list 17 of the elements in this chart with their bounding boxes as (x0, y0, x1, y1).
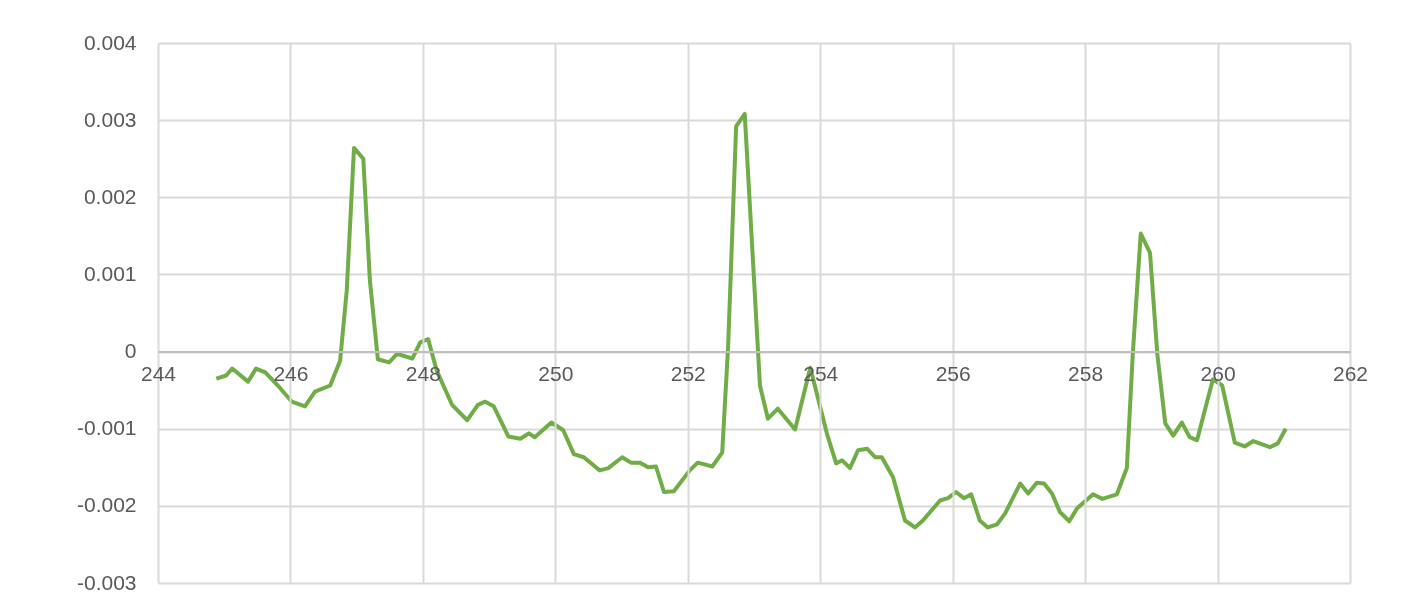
y-tick-label: -0.002 (76, 493, 137, 517)
x-tick-label: 250 (538, 362, 574, 386)
y-tick-label: 0.001 (83, 261, 137, 285)
x-tick-label: 258 (1068, 362, 1104, 386)
x-tick-label: 252 (670, 362, 706, 386)
x-tick-label: 260 (1200, 362, 1236, 386)
line-series (214, 111, 1288, 530)
y-tick-label: 0.002 (83, 184, 137, 208)
x-tick-label: 262 (1332, 362, 1369, 386)
x-tick-label: 256 (935, 362, 971, 386)
y-tick-label: 0 (124, 339, 137, 363)
y-tick-label: -0.001 (76, 416, 137, 440)
y-tick-label: -0.003 (76, 570, 137, 594)
y-tick-label: 0.004 (83, 30, 137, 54)
y-tick-label: 0.003 (83, 107, 137, 131)
x-tick-label: 246 (273, 362, 309, 386)
x-tick-label: 244 (140, 362, 177, 386)
